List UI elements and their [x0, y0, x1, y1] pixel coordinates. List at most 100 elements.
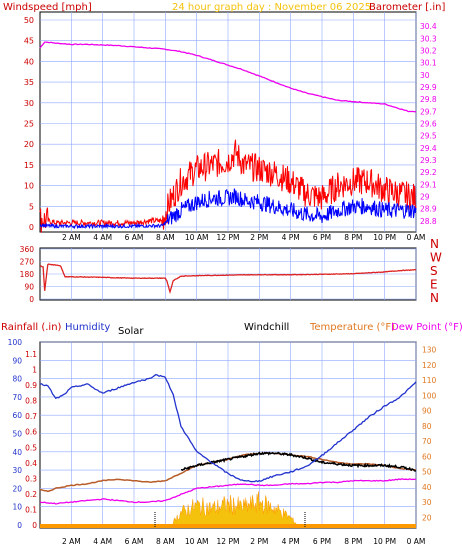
wind-direction-line [39, 263, 417, 295]
temp-time-tick-label: 8 AM [156, 537, 175, 546]
humidity-legend: Humidity [65, 322, 110, 333]
temp-grid [40, 341, 417, 528]
humidity-line [39, 373, 417, 483]
rainfall-tick-label: 0.6 [25, 428, 37, 437]
wind-time-tick-label: 2 PM [250, 233, 268, 242]
temperature-tick-label: 40 [422, 483, 432, 492]
barometer-tick-label: 29.3 [420, 156, 437, 165]
barometer-tick-label: 29.7 [420, 107, 437, 116]
temperature-tick-label: 120 [422, 361, 437, 370]
barometer-tick-label: 29.2 [420, 168, 437, 177]
barometer-tick-label: 28.9 [420, 205, 437, 214]
humidity-tick-label: 50 [12, 430, 22, 439]
barometer-tick-label: 29.9 [420, 83, 437, 92]
temp-time-tick-label: 6 PM [313, 537, 331, 546]
wind-time-tick-label: 8 AM [156, 233, 175, 242]
temp-time-axis: 2 AM 4 AM 6 AM 8 AM 10 AM 12 PM 2 PM 4 PM 6 PM 8 … [62, 537, 425, 546]
rainfall-tick-label: 0.8 [25, 397, 37, 406]
solar-radiation-area [169, 491, 300, 527]
wind-time-tick-label: 0 AM [407, 233, 426, 242]
windspeed-tick-label: 35 [24, 78, 34, 87]
wind-time-tick-label: 4 PM [282, 233, 300, 242]
temperature-tick-label: 130 [422, 346, 437, 355]
windspeed-tick-label: 10 [24, 182, 34, 191]
dewpoint-line [39, 478, 417, 505]
barometer-tick-label: 29.1 [420, 180, 437, 189]
windchill-line [181, 451, 417, 472]
barometer-tick-label: 29.8 [420, 95, 437, 104]
humidity-tick-label: 60 [12, 411, 22, 420]
wind-time-tick-label: 4 AM [93, 233, 112, 242]
windspeed-tick-label: 15 [24, 161, 34, 170]
wind-time-tick-label: 8 PM [344, 233, 362, 242]
temperature-tick-label: 60 [422, 452, 432, 461]
windspeed-axis: 0 5 10 15 20 25 30 35 40 45 50 [24, 16, 34, 232]
solar-legend: Solar [118, 326, 144, 337]
humidity-tick-label: 10 [12, 503, 22, 512]
barometer-line [39, 41, 417, 113]
windspeed-tick-label: 5 [29, 202, 34, 211]
wind-time-tick-label: 6 PM [313, 233, 331, 242]
barometer-tick-label: 29 [420, 193, 430, 202]
humidity-tick-label: 80 [12, 375, 22, 384]
barometer-tick-label: 30.4 [420, 22, 437, 31]
rainfall-bar [40, 524, 416, 528]
barometer-tick-label: 28.8 [420, 217, 437, 226]
barometer-tick-label: 30.1 [420, 59, 437, 68]
barometer-axis-label: Barometer [.in] [369, 2, 445, 13]
temperature-tick-label: 90 [422, 407, 432, 416]
barometer-tick-label: 29.6 [420, 120, 437, 129]
humidity-tick-label: 40 [12, 448, 22, 457]
barometer-tick-label: 30.2 [420, 46, 437, 55]
temp-time-tick-label: 4 PM [282, 537, 300, 546]
humidity-tick-label: 70 [12, 393, 22, 402]
temp-time-tick-label: 10 AM [185, 537, 209, 546]
windspeed-tick-label: 40 [24, 57, 34, 66]
windspeed-axis-label: Windspeed [mph] [3, 2, 92, 13]
rainfall-legend: Rainfall (.in) [1, 322, 62, 333]
humidity-tick-label: 30 [12, 466, 22, 475]
temperature-tick-label: 50 [422, 468, 432, 477]
temp-time-tick-label: 6 AM [125, 537, 144, 546]
direction-degree-tick-label: 270 [20, 258, 35, 267]
direction-degree-axis: 0 90 180 270 360 [20, 245, 35, 304]
compass-label: S [430, 264, 438, 278]
temp-time-tick-label: 4 AM [93, 537, 112, 546]
wind-time-tick-label: 10 PM [373, 233, 396, 242]
humidity-tick-label: 90 [12, 356, 22, 365]
barometer-tick-label: 29.4 [420, 144, 437, 153]
temperature-tick-label: 30 [422, 498, 432, 507]
barometer-tick-label: 30 [420, 71, 430, 80]
rainfall-axis: 0 0.1 0.2 0.3 0.4 0.5 0.6 0.7 0.8 0.9 1 1.1 [25, 350, 37, 530]
wind-time-tick-label: 2 AM [62, 233, 81, 242]
rainfall-tick-label: 0.7 [25, 412, 37, 421]
humidity-axis: 0 10 20 30 40 50 60 70 80 90 100 [8, 338, 23, 530]
compass-label: W [430, 251, 442, 265]
wind-time-axis: 2 AM 4 AM 6 AM 8 AM 10 AM 12 PM 2 PM 4 PM 6 PM 8 … [62, 233, 425, 242]
direction-degree-tick-label: 180 [20, 270, 35, 279]
temp-time-tick-label: 0 AM [407, 537, 426, 546]
temp-time-tick-label: 2 AM [62, 537, 81, 546]
compass-label: E [430, 278, 438, 292]
temperature-tick-label: 80 [422, 422, 432, 431]
rainfall-tick-label: 0.4 [25, 459, 37, 468]
temperature-legend: Temperature (°F) [309, 322, 395, 333]
temperature-axis: 20 30 40 50 60 70 80 90 100 110 120 130 [422, 346, 437, 523]
windspeed-tick-label: 45 [24, 37, 34, 46]
wind-time-tick-label: 10 AM [185, 233, 209, 242]
direction-degree-tick-label: 90 [24, 283, 34, 292]
windchill-legend: Windchill [244, 322, 289, 333]
temperature-tick-label: 110 [422, 376, 437, 385]
rainfall-tick-label: 0.1 [25, 505, 37, 514]
gust-line [39, 139, 417, 233]
rainfall-tick-label: 1 [32, 366, 37, 375]
temperature-tick-label: 100 [422, 391, 437, 400]
wind-time-tick-label: 12 PM [217, 233, 240, 242]
windspeed-tick-label: 25 [24, 120, 34, 129]
rainfall-tick-label: 0 [32, 521, 37, 530]
temperature-tick-label: 20 [422, 513, 432, 522]
